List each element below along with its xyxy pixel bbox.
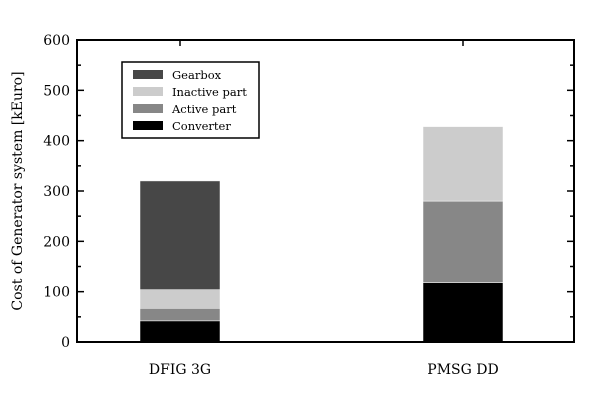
bar-segment-active-part	[422, 200, 504, 283]
x-tick-labels: DFIG 3G PMSG DD	[149, 362, 499, 378]
y-tick-label: 100	[43, 285, 70, 301]
legend-label-active-part: Active part	[171, 102, 237, 116]
legend-label-inactive-part: Inactive part	[172, 85, 247, 99]
legend-swatch-active-part	[133, 104, 163, 113]
legend-swatch-converter	[133, 121, 163, 130]
bar-segment-inactive-part	[422, 126, 504, 202]
bar-segment-inactive-part	[139, 289, 221, 309]
bar-segment-active-part	[139, 308, 221, 322]
bar-segment-converter	[422, 282, 504, 343]
legend: Gearbox Inactive part Active part Converter	[121, 61, 260, 139]
tick-marks	[77, 39, 574, 343]
y-tick-label: 600	[43, 33, 70, 49]
y-tick-label: 500	[43, 83, 70, 99]
y-tick-label: 400	[43, 134, 70, 150]
bar-segment-gearbox	[139, 180, 221, 290]
bars-group	[139, 126, 504, 343]
legend-swatch-gearbox	[133, 70, 163, 79]
legend-label-converter: Converter	[172, 119, 231, 133]
y-tick-label: 200	[43, 234, 70, 250]
x-tick-label: DFIG 3G	[149, 362, 211, 378]
legend-swatch-inactive-part	[133, 87, 163, 96]
legend-label-gearbox: Gearbox	[172, 68, 222, 82]
x-tick-label: PMSG DD	[427, 362, 498, 378]
y-tick-label: 300	[43, 184, 70, 200]
y-tick-labels: 0 100 200 300 400 500 600	[43, 33, 70, 351]
y-tick-label: 0	[61, 335, 70, 351]
y-axis-label: Cost of Generator system [kEuro]	[10, 71, 26, 310]
